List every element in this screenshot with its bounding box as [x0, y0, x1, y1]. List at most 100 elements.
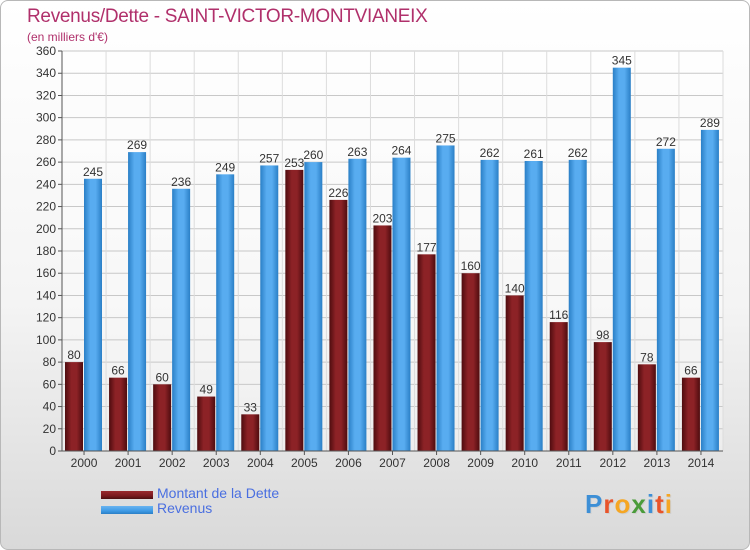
y-tick-label: 200 [36, 222, 56, 236]
y-tick-label: 220 [36, 200, 56, 214]
data-label-debt: 253 [284, 156, 304, 170]
bar-revenue [480, 159, 499, 451]
bar-revenue [348, 158, 367, 451]
bar-debt [197, 396, 216, 451]
bar-debt [241, 414, 260, 451]
bar-revenue [524, 161, 543, 451]
data-label-revenue: 236 [171, 175, 191, 189]
x-tick-label: 2003 [203, 456, 230, 470]
logo-letter: r [603, 489, 615, 519]
x-tick-label: 2004 [247, 456, 274, 470]
data-label-debt: 66 [684, 364, 698, 378]
x-tick-label: 2014 [688, 456, 715, 470]
x-tick-label: 2005 [291, 456, 318, 470]
bar-debt [549, 322, 568, 451]
x-tick-label: 2012 [599, 456, 626, 470]
data-label-debt: 33 [244, 400, 258, 414]
bar-revenue [84, 178, 102, 451]
y-tick-label: 100 [36, 333, 56, 347]
data-label-debt: 160 [461, 259, 481, 273]
data-label-debt: 80 [67, 348, 81, 362]
data-label-revenue: 245 [83, 165, 103, 179]
bar-debt [505, 295, 524, 451]
y-tick-label: 60 [43, 377, 57, 391]
x-tick-label: 2006 [335, 456, 362, 470]
legend-label-revenue: Revenus [157, 500, 213, 516]
bar-revenue [128, 152, 147, 451]
x-tick-label: 2007 [379, 456, 406, 470]
data-label-debt: 116 [549, 308, 568, 322]
y-tick-label: 300 [36, 111, 56, 125]
bar-revenue [172, 188, 191, 451]
y-tick-label: 160 [36, 266, 56, 280]
bar-debt [153, 384, 172, 451]
bar-revenue [392, 157, 411, 451]
data-label-debt: 98 [596, 328, 610, 342]
x-tick-label: 2008 [423, 456, 450, 470]
y-tick-label: 20 [43, 422, 57, 436]
bar-revenue [656, 148, 675, 451]
bar-revenue [612, 67, 631, 452]
data-label-debt: 140 [505, 281, 525, 295]
data-label-revenue: 262 [480, 146, 500, 160]
bar-debt [109, 377, 128, 451]
data-label-revenue: 264 [391, 144, 411, 158]
data-label-revenue: 275 [436, 131, 456, 145]
y-tick-label: 80 [43, 355, 57, 369]
y-tick-label: 340 [36, 66, 56, 80]
x-tick-label: 2001 [115, 456, 142, 470]
x-tick-label: 2000 [71, 456, 98, 470]
bar-revenue [436, 145, 455, 451]
bar-revenue [700, 129, 719, 451]
data-label-debt: 49 [200, 383, 214, 397]
data-label-revenue: 289 [700, 116, 720, 130]
chart-subtitle: (en milliers d'€) [27, 30, 108, 44]
data-label-debt: 226 [328, 186, 348, 200]
y-tick-label: 360 [36, 44, 56, 58]
data-label-debt: 78 [640, 350, 654, 364]
bar-debt [329, 199, 348, 451]
bar-debt [461, 273, 480, 451]
y-tick-label: 280 [36, 133, 56, 147]
y-tick-label: 260 [36, 155, 56, 169]
chart-title: Revenus/Dette - SAINT-VICTOR-MONTVIANEIX [27, 6, 428, 27]
bar-debt [593, 342, 612, 451]
legend-label-debt: Montant de la Dette [157, 485, 280, 501]
x-tick-label: 2011 [556, 456, 582, 470]
x-tick-label: 2013 [644, 456, 671, 470]
bar-debt [65, 362, 83, 451]
y-tick-label: 180 [36, 244, 56, 258]
data-label-debt: 66 [111, 364, 125, 378]
data-label-debt: 203 [372, 211, 392, 225]
data-label-revenue: 272 [656, 135, 676, 149]
logo-letter: i [646, 489, 656, 519]
y-tick-label: 140 [36, 288, 56, 302]
bar-debt [373, 225, 392, 451]
logo-letter: P [585, 489, 604, 519]
proxiti-logo: Proxiti [585, 489, 673, 520]
logo-letter: x [631, 489, 647, 519]
data-label-revenue: 261 [524, 147, 544, 161]
data-label-revenue: 263 [347, 145, 367, 159]
x-tick-label: 2009 [467, 456, 494, 470]
data-label-revenue: 262 [568, 146, 588, 160]
data-label-revenue: 269 [127, 138, 147, 152]
legend-swatch-debt [101, 491, 153, 499]
bar-revenue [216, 174, 235, 452]
logo-letter: o [614, 489, 632, 519]
data-label-debt: 177 [417, 240, 437, 254]
bar-revenue [568, 159, 587, 451]
data-label-revenue: 260 [303, 148, 323, 162]
legend-swatch-revenue [101, 506, 153, 514]
y-tick-label: 120 [36, 311, 56, 325]
bar-debt [637, 364, 656, 451]
data-label-debt: 60 [155, 370, 169, 384]
data-label-revenue: 257 [259, 151, 279, 165]
bar-revenue [304, 162, 323, 451]
logo-letter: i [664, 489, 673, 519]
data-label-revenue: 345 [612, 54, 632, 68]
y-tick-label: 0 [49, 444, 56, 458]
y-tick-label: 240 [36, 177, 56, 191]
